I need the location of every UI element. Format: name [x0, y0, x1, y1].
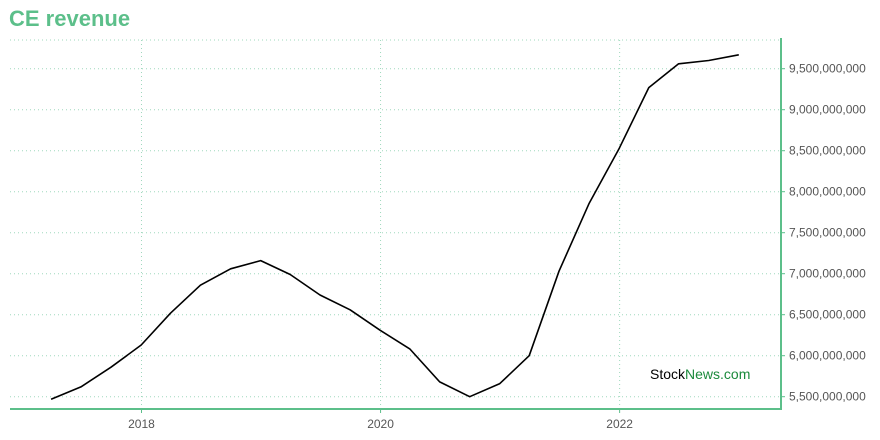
stocknews-watermark: StockNews.com — [650, 366, 750, 382]
x-tick-label: 2022 — [606, 417, 633, 431]
x-tick-label: 2020 — [367, 417, 394, 431]
chart-axes — [10, 38, 785, 413]
y-tick-label: 9,000,000,000 — [789, 103, 866, 117]
watermark-com: .com — [720, 366, 750, 382]
y-tick-label: 6,000,000,000 — [789, 349, 866, 363]
x-tick-label: 2018 — [128, 417, 155, 431]
watermark-stock: Stock — [650, 366, 686, 382]
y-tick-label: 7,000,000,000 — [789, 267, 866, 281]
chart-title: CE revenue — [9, 6, 131, 31]
chart-tick-labels: 5,500,000,000 6,000,000,000 6,500,000,000 7… — [128, 62, 866, 431]
y-tick-label: 5,500,000,000 — [789, 390, 866, 404]
y-tick-label: 9,500,000,000 — [789, 62, 866, 76]
y-tick-label: 8,000,000,000 — [789, 185, 866, 199]
chart-series — [50, 54, 739, 400]
y-tick-label: 8,500,000,000 — [789, 144, 866, 158]
chart-grid — [10, 39, 781, 409]
watermark-news: News — [685, 366, 720, 382]
y-tick-label: 6,500,000,000 — [789, 308, 866, 322]
y-tick-label: 7,500,000,000 — [789, 226, 866, 240]
revenue-series-line — [50, 54, 739, 400]
